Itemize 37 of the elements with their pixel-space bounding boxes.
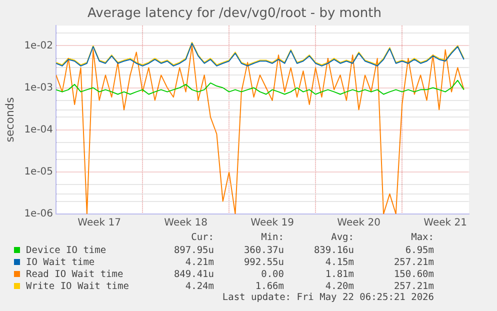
legend-label: Device IO time [26,244,106,256]
text: Max: [410,232,434,244]
y-tick-label: 1e-02 [24,40,54,52]
y-tick-label: 1e-04 [24,124,54,136]
text: Last update: Fri May 22 06:25:21 2026 [221,292,434,304]
text: 897.95u [172,244,214,256]
text: 4.15m [324,256,354,268]
x-tick-label: Week 19 [250,218,294,229]
text: 839.16u [312,244,354,256]
text: Min: [260,232,284,244]
text: 150.60m [392,268,434,280]
text: 4.21m [184,256,214,268]
text: Avg: [330,232,354,244]
text: Cur: [190,232,214,244]
y-tick-label: 1e-03 [24,82,54,94]
y-tick-label: 1e-06 [24,208,54,220]
text: 4.20m [324,280,354,292]
text: 257.21m [392,280,434,292]
chart-title: Average latency for /dev/vg0/root - by month [88,6,382,22]
text: 849.41u [172,268,214,280]
x-tick-label: Week 17 [78,218,121,229]
y-axis-title: seconds [3,97,16,142]
x-tick-label: Week 21 [424,218,467,229]
y-tick-label: 1e-05 [24,166,54,178]
x-tick-label: Week 18 [164,218,208,229]
text: 257.21m [392,256,434,268]
x-tick-label: Week 20 [337,218,380,229]
text: 992.55u [242,256,284,268]
text: 4.24m [184,280,214,292]
legend-label: Write IO Wait time [26,280,129,292]
text: 1.66m [254,280,284,292]
text: 0.00 [260,268,284,280]
text: 360.37u [242,244,284,256]
legend-label: Read IO Wait time [26,268,124,280]
text: 6.95m [404,244,434,256]
legend-label: IO Wait time [26,256,95,268]
text: 1.81m [324,268,354,280]
